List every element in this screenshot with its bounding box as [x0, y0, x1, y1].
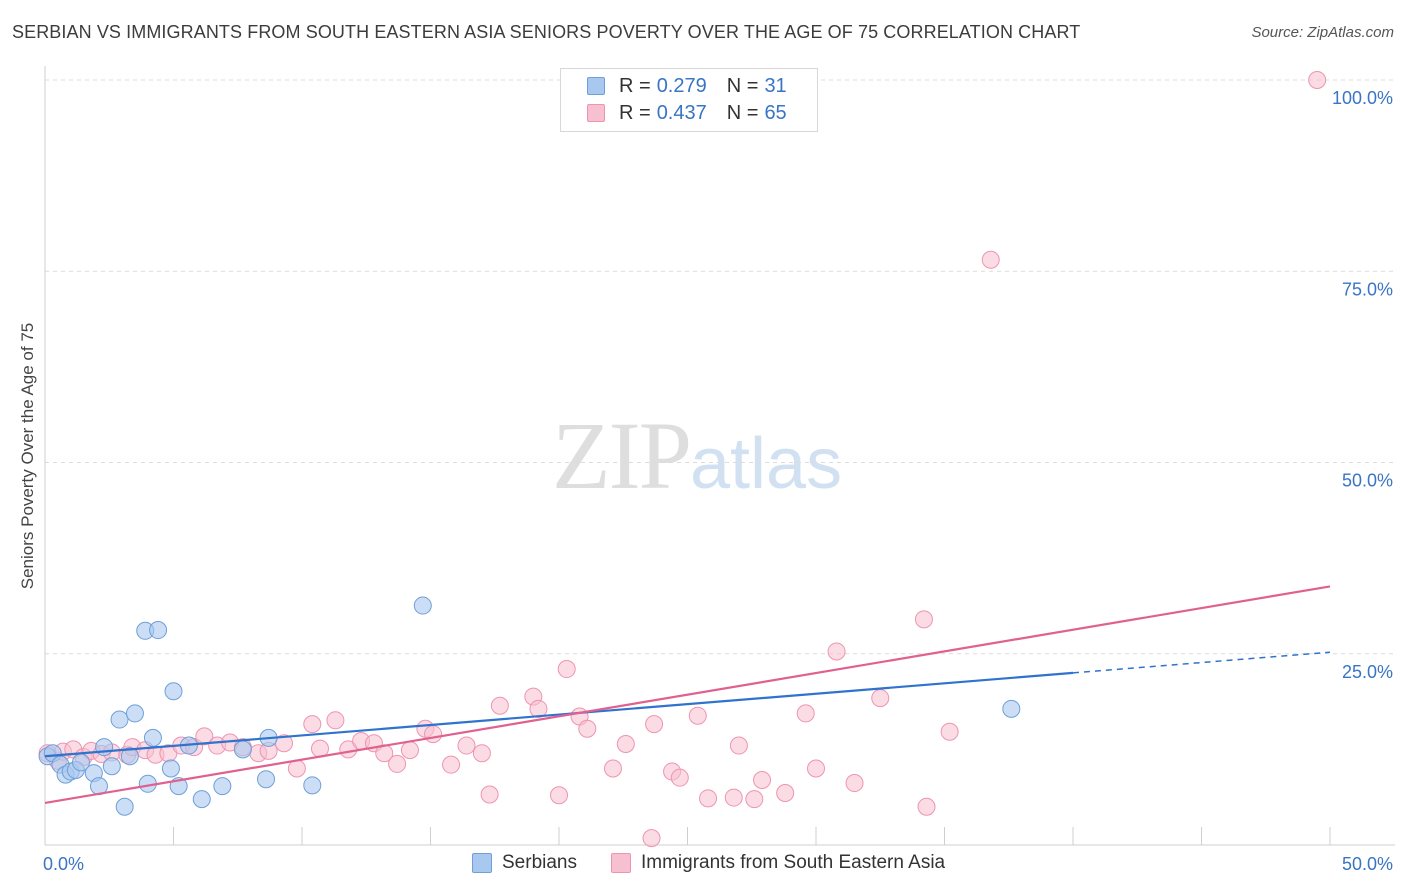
- sea-point: [753, 770, 772, 789]
- sea-point: [195, 727, 214, 746]
- sea-point: [490, 696, 509, 715]
- y-tick-label: 50.0%: [1342, 471, 1393, 491]
- watermark-atlas: atlas: [690, 424, 843, 504]
- serbian-trendline: [44, 671, 1074, 758]
- y-tick-label: 25.0%: [1342, 662, 1393, 682]
- legend-n-value: 65: [764, 101, 787, 124]
- serbian-point: [192, 790, 211, 809]
- watermark: ZIPatlas: [552, 400, 842, 511]
- sea-point: [550, 786, 568, 805]
- sea-point: [796, 704, 815, 723]
- serbian-point: [161, 759, 180, 778]
- sea-point: [914, 610, 933, 629]
- serbian-point: [233, 740, 252, 759]
- legend-label-serbians: Serbians: [502, 852, 577, 873]
- sea-point: [670, 768, 689, 787]
- sea-point: [745, 790, 764, 809]
- legend-item-sea: Immigrants from South Eastern Asia: [611, 852, 945, 874]
- serbian-point: [213, 777, 232, 796]
- legend-row-sea: R = 0.437 N = 65: [587, 100, 787, 126]
- sea-point: [326, 711, 345, 730]
- legend-r-value: 0.279: [656, 74, 707, 97]
- serbian-point: [164, 682, 183, 701]
- serbian-point: [257, 770, 276, 789]
- sea-trendline: [44, 585, 1331, 805]
- serbian-point: [102, 757, 121, 776]
- sea-point: [442, 755, 461, 774]
- sea-point: [729, 736, 748, 755]
- y-tick-label: 75.0%: [1342, 279, 1393, 299]
- serbian-point: [120, 747, 139, 766]
- sea-point: [642, 829, 661, 848]
- serbian-point: [303, 776, 322, 795]
- serbian-point: [413, 596, 432, 615]
- legend-swatch-serbians: [587, 77, 605, 95]
- legend-swatch-sea: [611, 853, 631, 873]
- sea-point: [645, 715, 664, 734]
- sea-point: [303, 715, 322, 734]
- sea-point: [688, 706, 707, 725]
- sea-point: [724, 788, 743, 807]
- sea-point: [557, 660, 576, 679]
- serbian-point: [1002, 699, 1021, 718]
- serbian-point: [115, 797, 134, 816]
- legend-row-serbians: R = 0.279 N = 31: [587, 73, 787, 99]
- legend-r-value: 0.437: [656, 101, 707, 124]
- legend-r-label: R =: [619, 101, 651, 124]
- sea-point: [1308, 71, 1327, 89]
- legend-label-sea: Immigrants from South Eastern Asia: [641, 852, 946, 873]
- sea-point: [917, 797, 936, 816]
- legend-n-label: N =: [726, 74, 759, 97]
- x-tick-label: 0.0%: [43, 854, 84, 874]
- sea-point: [603, 759, 622, 778]
- watermark-zip: ZIP: [552, 402, 692, 509]
- y-axis-label: Seniors Poverty Over the Age of 75: [18, 322, 37, 590]
- sea-point: [424, 725, 443, 744]
- sea-point: [845, 774, 864, 793]
- series-legend: Serbians Immigrants from South Eastern A…: [472, 852, 979, 874]
- sea-point: [699, 789, 718, 808]
- serbian-point: [143, 728, 162, 747]
- serbian-point: [110, 710, 129, 729]
- sea-point: [981, 250, 1000, 269]
- sea-point: [480, 785, 499, 804]
- legend-n-label: N =: [726, 101, 759, 124]
- correlation-legend: R = 0.279 N = 31 R = 0.437 N = 65: [560, 68, 818, 132]
- serbian-point: [125, 704, 144, 723]
- sea-point: [827, 642, 846, 661]
- legend-item-serbians: Serbians: [472, 852, 577, 874]
- y-tick-label: 100.0%: [1332, 88, 1393, 108]
- sea-point: [940, 722, 959, 741]
- chart-title: SERBIAN VS IMMIGRANTS FROM SOUTH EASTERN…: [12, 22, 1081, 42]
- sea-point: [871, 689, 890, 708]
- sea-point: [388, 754, 407, 773]
- sea-point: [472, 744, 491, 763]
- legend-swatch-sea: [587, 104, 605, 122]
- sea-point: [807, 759, 825, 778]
- sea-point: [776, 783, 795, 802]
- serbian-point: [149, 621, 168, 640]
- serbian-trendline-extension: [1072, 651, 1331, 674]
- legend-n-value: 31: [764, 74, 787, 97]
- sea-point: [400, 741, 419, 760]
- legend-swatch-serbians: [472, 853, 492, 873]
- sea-point: [457, 736, 476, 755]
- x-tick-label: 50.0%: [1342, 854, 1393, 874]
- sea-point: [616, 735, 635, 754]
- sea-point: [578, 719, 597, 738]
- legend-r-label: R =: [619, 74, 651, 97]
- source-credit: Source: ZipAtlas.com: [1251, 24, 1394, 41]
